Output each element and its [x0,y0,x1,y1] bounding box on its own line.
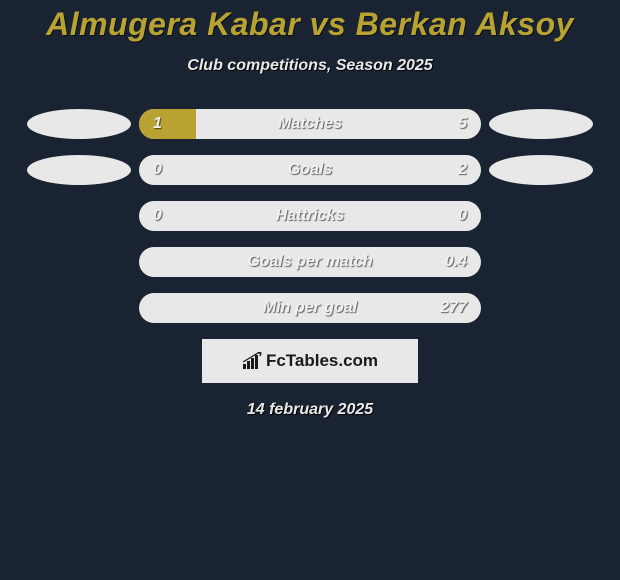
stat-bar-fill [139,109,196,139]
page-title: Almugera Kabar vs Berkan Aksoy [0,6,620,43]
stat-left-value: 0 [153,207,162,225]
stat-bar: Goals per match 0.4 [139,247,481,277]
right-side [481,155,601,185]
stat-right-value: 0.4 [445,253,467,271]
stat-label: Goals per match [247,253,372,271]
player-ellipse-left [27,109,131,139]
stat-label: Matches [278,115,342,133]
page-subtitle: Club competitions, Season 2025 [0,57,620,75]
stat-row: Min per goal 277 [0,293,620,323]
stat-right-value: 0 [458,207,467,225]
stat-row: 0 Goals 2 [0,155,620,185]
stat-label: Min per goal [263,299,357,317]
date-label: 14 february 2025 [0,401,620,419]
stats-rows: 1 Matches 5 0 Goals 2 0 Hattricks 0 Goals per mat… [0,109,620,323]
chart-icon [242,352,262,370]
stat-left-value: 1 [153,115,162,133]
stat-row: Goals per match 0.4 [0,247,620,277]
left-side [19,109,139,139]
stat-label: Hattricks [276,207,344,225]
brand-text: FcTables.com [266,351,378,371]
stat-bar: 0 Goals 2 [139,155,481,185]
stat-bar: Min per goal 277 [139,293,481,323]
stat-right-value: 5 [458,115,467,133]
stat-right-value: 2 [458,161,467,179]
player-ellipse-right [489,109,593,139]
left-side [19,155,139,185]
stat-bar: 0 Hattricks 0 [139,201,481,231]
stat-left-value: 0 [153,161,162,179]
player-ellipse-left [27,155,131,185]
stat-bar: 1 Matches 5 [139,109,481,139]
right-side [481,109,601,139]
stat-row: 1 Matches 5 [0,109,620,139]
stat-row: 0 Hattricks 0 [0,201,620,231]
player-ellipse-right [489,155,593,185]
brand-box: FcTables.com [202,339,418,383]
stat-label: Goals [288,161,332,179]
stat-right-value: 277 [440,299,467,317]
